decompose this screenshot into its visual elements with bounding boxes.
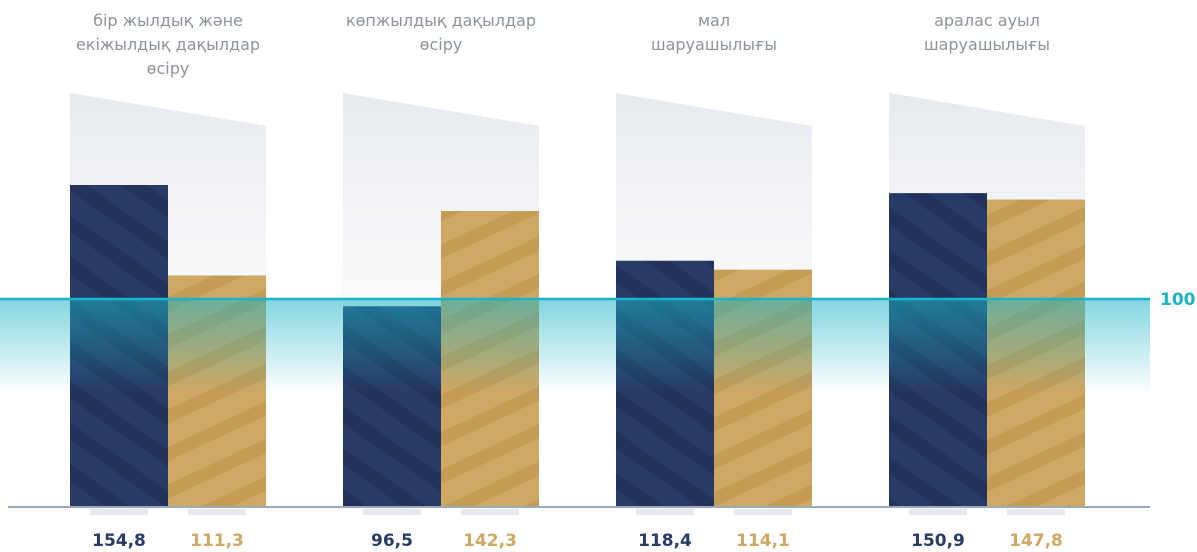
tick-pad [1007, 509, 1065, 515]
category-labels: бір жылдық және екіжылдық дақылдар өсіру кө… [76, 11, 1050, 78]
reference-line-label: 100 [1160, 290, 1196, 310]
value-label: 154,8 [92, 531, 146, 551]
reference-glow [0, 299, 1150, 394]
value-label: 150,9 [911, 531, 965, 551]
category-label: мал [698, 11, 730, 30]
category-label: бір жылдық және [93, 11, 243, 30]
reference-line-group: 100 [0, 290, 1196, 310]
category-label: шаруашылығы [651, 35, 777, 54]
category-label: өсіру [420, 35, 463, 54]
category-label: өсіру [147, 59, 190, 78]
value-label: 147,8 [1009, 531, 1063, 551]
reference-glow-band [0, 299, 1150, 394]
tick-pad [909, 509, 967, 515]
value-label: 96,5 [371, 531, 413, 551]
category-label: шаруашылығы [924, 35, 1050, 54]
tick-pad [734, 509, 792, 515]
tick-pad [188, 509, 246, 515]
value-label: 142,3 [463, 531, 517, 551]
category-label: екіжылдық дақылдар [76, 35, 260, 54]
value-label: 114,1 [736, 531, 790, 551]
baseline-group [8, 506, 1150, 515]
category-label: аралас ауыл [934, 11, 1040, 30]
tick-pad [363, 509, 421, 515]
category-label: көпжылдық дақылдар [346, 11, 536, 30]
value-label: 111,3 [190, 531, 244, 551]
tick-pad [461, 509, 519, 515]
value-labels: 154,8 111,3 96,5 142,3 118,4 114,1 150,9 147,8 [92, 531, 1063, 551]
tick-pad [636, 509, 694, 515]
tick-pad [90, 509, 148, 515]
value-label: 118,4 [638, 531, 692, 551]
